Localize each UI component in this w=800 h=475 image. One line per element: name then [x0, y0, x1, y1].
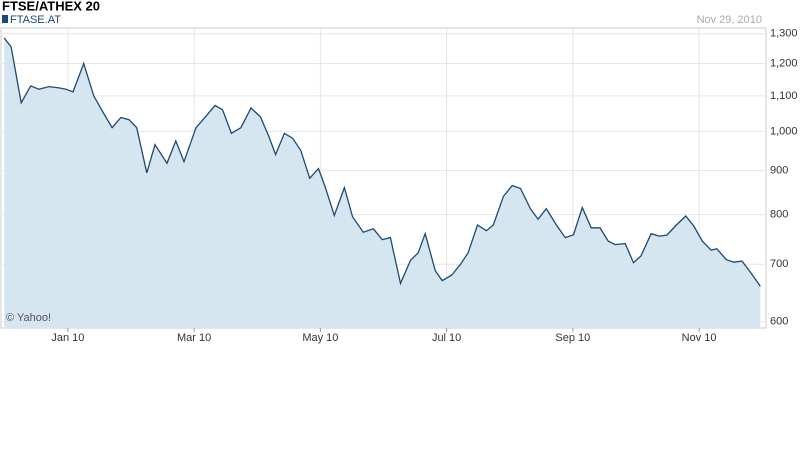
- x-tick-label: Sep 10: [555, 332, 590, 344]
- y-tick-label: 700: [770, 258, 788, 270]
- x-tick-label: Jul 10: [432, 332, 461, 344]
- x-tick-label: Nov 10: [682, 332, 717, 344]
- x-tick-label: Jan 10: [51, 332, 84, 344]
- y-tick-label: 1,100: [770, 90, 798, 102]
- area-fill: [4, 38, 761, 328]
- y-tick-label: 800: [770, 208, 788, 220]
- y-tick-label: 900: [770, 165, 788, 177]
- date-label: Nov 29, 2010: [697, 14, 762, 26]
- legend-label: FTASE.AT: [10, 14, 61, 26]
- y-tick-label: 1,300: [770, 28, 798, 40]
- y-tick-label: 600: [770, 316, 788, 328]
- x-tick-label: May 10: [302, 332, 338, 344]
- chart-title: FTSE/ATHEX 20: [2, 0, 100, 13]
- y-tick-label: 1,200: [770, 57, 798, 69]
- legend-swatch: [2, 15, 8, 23]
- x-tick-label: Mar 10: [177, 332, 211, 344]
- credit: © Yahoo!: [6, 312, 51, 324]
- y-tick-label: 1,000: [770, 125, 798, 137]
- line: [3, 37, 761, 287]
